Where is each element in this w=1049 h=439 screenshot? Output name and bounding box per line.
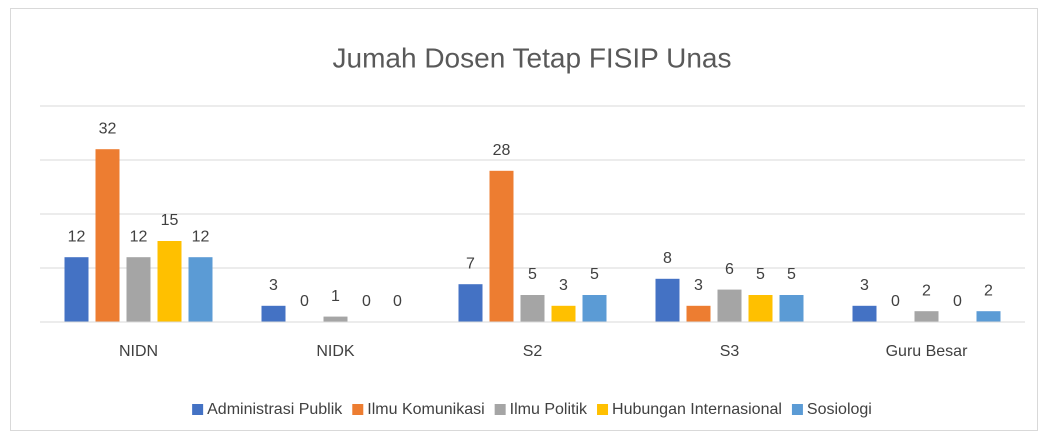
data-label: 0	[953, 293, 962, 310]
bar	[489, 170, 514, 322]
bar	[686, 305, 711, 322]
data-label: 6	[725, 261, 734, 278]
legend-label: Ilmu Politik	[510, 401, 588, 418]
bar	[717, 289, 742, 322]
data-label: 3	[860, 277, 869, 294]
x-tick-label: NIDK	[316, 343, 355, 360]
legend-swatch	[192, 404, 204, 415]
bar	[582, 295, 607, 322]
bar	[261, 305, 286, 322]
data-label: 0	[300, 293, 309, 310]
data-label: 28	[493, 142, 511, 159]
x-tick-label: Guru Besar	[886, 343, 968, 360]
legend-label: Sosiologi	[807, 401, 872, 418]
legend-swatch	[791, 404, 803, 415]
data-label: 0	[393, 293, 402, 310]
bar	[551, 305, 576, 322]
data-label: 7	[466, 255, 475, 272]
data-label: 5	[528, 266, 537, 283]
data-label: 2	[984, 282, 993, 299]
bar	[748, 295, 773, 322]
data-label: 8	[663, 250, 672, 267]
data-label: 3	[694, 277, 703, 294]
x-tick-label: S3	[720, 343, 740, 360]
bar	[655, 278, 680, 322]
bar	[126, 257, 151, 322]
legend-swatch	[494, 404, 506, 415]
bar	[188, 257, 213, 322]
x-tick-label: S2	[523, 343, 543, 360]
chart-border	[10, 8, 1038, 431]
bar	[976, 311, 1001, 322]
data-label: 15	[161, 212, 179, 229]
bar	[852, 305, 877, 322]
data-label: 12	[68, 228, 86, 245]
legend-swatch	[352, 404, 364, 415]
data-label: 3	[559, 277, 568, 294]
bar	[64, 257, 89, 322]
bar	[95, 149, 120, 322]
chart-title: Jumah Dosen Tetap FISIP Unas	[333, 42, 732, 73]
data-label: 0	[362, 293, 371, 310]
legend-label: Ilmu Komunikasi	[367, 401, 484, 418]
x-tick-label: NIDN	[119, 343, 158, 360]
data-label: 5	[590, 266, 599, 283]
data-label: 5	[756, 266, 765, 283]
bar	[914, 311, 939, 322]
data-label: 5	[787, 266, 796, 283]
bar	[520, 295, 545, 322]
data-label: 3	[269, 277, 278, 294]
legend-label: Administrasi Publik	[207, 401, 343, 418]
data-label: 0	[891, 293, 900, 310]
bar	[458, 284, 483, 322]
bar	[323, 316, 348, 322]
legend-swatch	[597, 404, 609, 415]
bar	[779, 295, 804, 322]
data-label: 32	[99, 120, 117, 137]
legend-label: Hubungan Internasional	[612, 401, 782, 418]
data-label: 1	[331, 288, 340, 305]
data-label: 12	[130, 228, 148, 245]
data-label: 12	[192, 228, 210, 245]
data-label: 2	[922, 282, 931, 299]
bar	[157, 241, 182, 322]
